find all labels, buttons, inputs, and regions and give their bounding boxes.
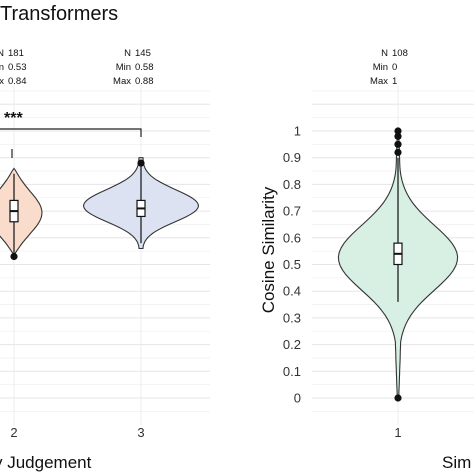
left-outlier-point bbox=[137, 159, 145, 167]
left-stat-label: Min bbox=[0, 62, 4, 73]
left-panel-title: Transformers bbox=[0, 3, 118, 25]
right-y-tick-label: 0 bbox=[294, 391, 301, 406]
right-y-axis-label: Cosine Similarity bbox=[259, 186, 278, 313]
right-x-tick-labels: 1 bbox=[394, 425, 401, 440]
right-violins bbox=[337, 127, 459, 402]
right-stat-label: Max bbox=[370, 76, 388, 87]
right-y-tick-labels: 0 0.1 0.2 0.3 0.4 0.5 0.6 0.7 0.8 0.9 1 bbox=[283, 124, 301, 406]
left-stat-value: 0.53 bbox=[8, 62, 27, 73]
right-stat-value: 108 bbox=[392, 48, 408, 59]
right-outlier-point bbox=[394, 394, 402, 402]
significance-bracket-line bbox=[0, 128, 142, 158]
right-y-tick-label: 0.2 bbox=[283, 337, 301, 352]
left-x-tick-2: 2 bbox=[10, 425, 17, 440]
right-panel: 0 0.1 0.2 0.3 0.4 0.5 0.6 0.7 0.8 0.9 1 Cosine Sim… bbox=[259, 48, 474, 472]
right-y-tick-label: 0.4 bbox=[283, 284, 301, 299]
right-y-tick-label: 0.6 bbox=[283, 230, 301, 245]
right-outlier-point bbox=[394, 148, 402, 156]
right-y-tick-label: 0.8 bbox=[283, 177, 301, 192]
right-x-tick-1: 1 bbox=[394, 425, 401, 440]
right-y-tick-label: 0.3 bbox=[283, 310, 301, 325]
left-stat-label: Max bbox=[113, 76, 131, 87]
left-stat-value: 0.58 bbox=[135, 62, 154, 73]
right-stat-label: N bbox=[381, 48, 388, 59]
right-stat-value: 0 bbox=[392, 62, 397, 73]
left-stat-label: N bbox=[124, 48, 131, 59]
left-stat-value: 181 bbox=[8, 48, 24, 59]
left-violin-2 bbox=[0, 167, 43, 260]
left-stat-value: 0.84 bbox=[8, 76, 27, 87]
left-outlier-point bbox=[10, 252, 18, 261]
right-outlier-point bbox=[394, 132, 402, 140]
right-y-tick-label: 0.9 bbox=[283, 150, 301, 165]
right-y-tick-label: 0.7 bbox=[283, 204, 301, 219]
left-stat-label: Max bbox=[0, 76, 4, 87]
left-stat-label: N bbox=[0, 48, 4, 59]
right-y-tick-label: 1 bbox=[294, 124, 301, 139]
left-gridlines bbox=[0, 85, 210, 425]
right-stat-value: 1 bbox=[392, 76, 397, 87]
left-stat-value: 0.88 bbox=[135, 76, 154, 87]
left-stat-value: 145 bbox=[135, 48, 151, 59]
left-significance-bracket: *** bbox=[0, 110, 142, 158]
left-panel: Transformers *** N 181 Min 0.53 Max 0.84 N 145 M… bbox=[0, 3, 210, 472]
right-x-axis-label: Sim bbox=[442, 453, 471, 472]
right-outlier-point bbox=[394, 140, 402, 148]
left-stat-label: Min bbox=[116, 62, 131, 73]
right-stat-label: Min bbox=[373, 62, 388, 73]
right-y-tick-label: 0.1 bbox=[283, 364, 301, 379]
right-stat-annotations: N 108 Min 0 Max 1 bbox=[370, 48, 408, 87]
left-x-axis-label: y Judgement bbox=[0, 453, 92, 472]
left-stat-annotations: N 181 Min 0.53 Max 0.84 N 145 Min 0.58 Max 0.88 bbox=[0, 48, 154, 87]
significance-label: *** bbox=[4, 110, 23, 127]
right-y-tick-label: 0.5 bbox=[283, 257, 301, 272]
left-violins bbox=[0, 157, 199, 261]
left-x-tick-3: 3 bbox=[137, 425, 144, 440]
right-outlier-point bbox=[394, 127, 402, 135]
